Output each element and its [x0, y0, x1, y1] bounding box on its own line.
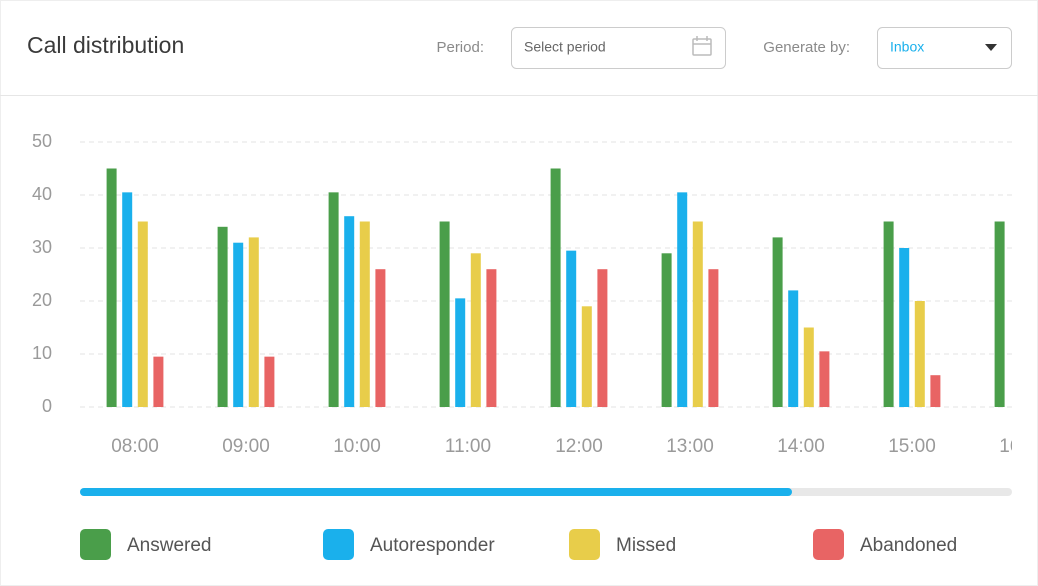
bar	[692, 221, 703, 407]
bar	[106, 168, 117, 407]
bar	[233, 242, 244, 407]
y-tick-label: 10	[32, 343, 52, 363]
scroll-thumb[interactable]	[80, 488, 792, 496]
x-tick-label: 09:00	[222, 436, 270, 457]
bar	[597, 269, 608, 407]
bar	[772, 237, 783, 407]
bar	[914, 301, 925, 407]
x-tick-label: 10:00	[333, 436, 381, 457]
bar	[470, 253, 481, 407]
legend-swatch	[80, 529, 111, 560]
y-tick-label: 50	[32, 131, 52, 151]
legend-swatch	[569, 529, 600, 560]
legend-swatch	[813, 529, 844, 560]
bar	[344, 216, 355, 407]
legend-swatch	[323, 529, 354, 560]
bar	[137, 221, 148, 407]
generate-label: Generate by:	[763, 39, 850, 56]
period-input[interactable]	[511, 27, 726, 69]
legend-label: Autoresponder	[370, 535, 495, 556]
bar	[566, 250, 577, 407]
bar	[803, 327, 814, 407]
x-tick-label: 12:00	[555, 436, 603, 457]
legend-label: Missed	[616, 535, 676, 556]
legend-label: Answered	[127, 535, 212, 556]
bar	[883, 221, 894, 407]
x-tick-label: 13:00	[666, 436, 714, 457]
bar	[788, 290, 799, 407]
y-tick-label: 20	[32, 290, 52, 310]
bar	[677, 192, 688, 407]
bar	[486, 269, 497, 407]
bar	[455, 298, 466, 407]
generate-value: Inbox	[890, 39, 924, 55]
bar	[994, 221, 1005, 407]
x-tick-label: 08:00	[111, 436, 159, 457]
x-tick-label: 14:00	[777, 436, 825, 457]
x-tick-label: 16:00	[999, 436, 1038, 457]
bar	[439, 221, 450, 407]
y-tick-label: 30	[32, 237, 52, 257]
period-label: Period:	[436, 39, 484, 56]
generate-select[interactable]	[877, 27, 1012, 69]
bar	[930, 375, 941, 407]
bar	[264, 356, 275, 407]
bar	[661, 253, 672, 407]
bar	[708, 269, 719, 407]
x-tick-label: 15:00	[888, 436, 936, 457]
y-tick-label: 40	[32, 184, 52, 204]
x-tick-label: 11:00	[445, 436, 491, 457]
bar	[328, 192, 339, 407]
bar	[217, 226, 228, 407]
bar	[359, 221, 370, 407]
period-placeholder: Select period	[524, 39, 606, 55]
bar	[153, 356, 164, 407]
calendar-icon[interactable]	[692, 36, 712, 56]
bar	[375, 269, 386, 407]
bar	[122, 192, 133, 407]
y-tick-label: 0	[42, 396, 52, 416]
plot-area: 08:00 09:00 10:00 11:00 12:00 13:00 14:00 15:00…	[106, 168, 1038, 457]
bar	[819, 351, 830, 407]
widget-title: Call distribution	[27, 32, 184, 58]
bar	[550, 168, 561, 407]
dropdown-arrow[interactable]	[985, 44, 997, 51]
bar	[899, 248, 910, 407]
legend-label: Abandoned	[860, 535, 957, 556]
bar	[581, 306, 592, 407]
bar	[248, 237, 259, 407]
legend: Answered Autoresponder Missed Abandoned	[80, 529, 957, 560]
